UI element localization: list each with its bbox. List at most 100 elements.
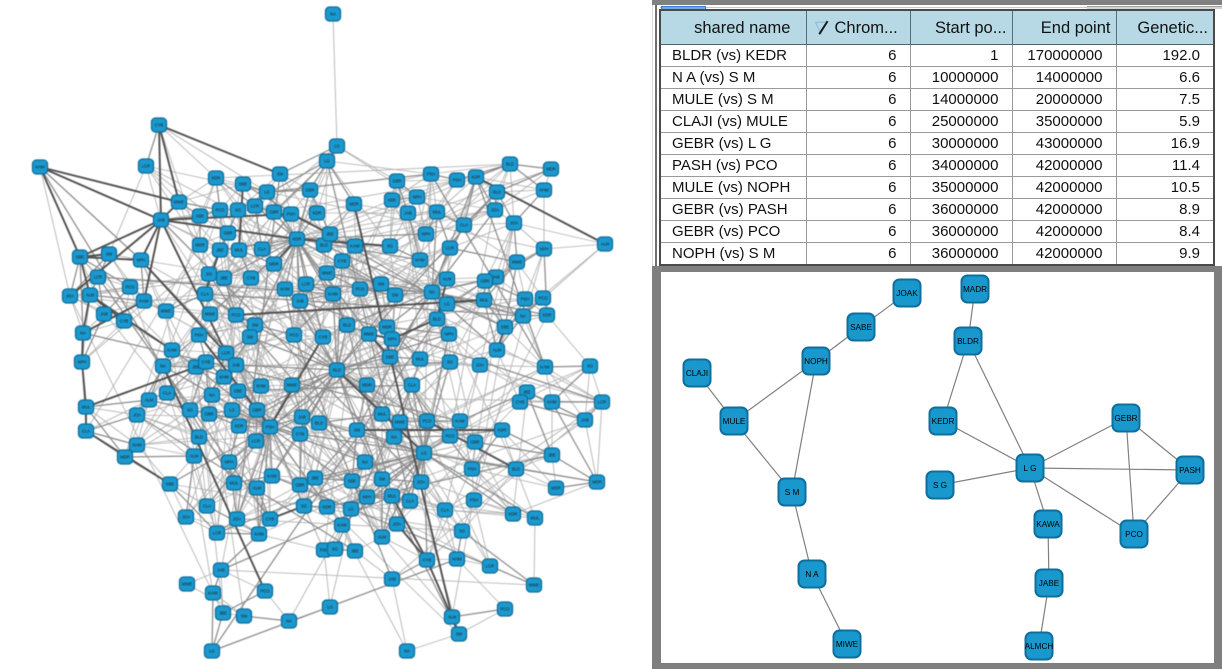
- svg-text:MWE: MWE: [174, 200, 184, 205]
- svg-text:BLD: BLD: [343, 323, 351, 328]
- svg-text:JOA: JOA: [393, 522, 401, 527]
- svg-text:KAW: KAW: [350, 244, 359, 249]
- svg-text:SBE: SBE: [239, 182, 248, 187]
- svg-text:LG: LG: [264, 190, 270, 195]
- svg-text:JAB: JAB: [404, 211, 412, 216]
- svg-text:GBR: GBR: [392, 179, 401, 184]
- svg-text:CLA: CLA: [201, 292, 209, 297]
- svg-text:MDR: MDR: [269, 262, 279, 267]
- svg-text:SBE: SBE: [501, 325, 510, 330]
- svg-text:JAB: JAB: [492, 275, 500, 280]
- svg-text:JBE: JBE: [216, 248, 224, 253]
- svg-text:JAB: JAB: [217, 568, 225, 573]
- svg-text:PSH: PSH: [427, 172, 436, 177]
- svg-text:ALM: ALM: [86, 293, 95, 298]
- svg-text:LG: LG: [421, 451, 427, 456]
- svg-text:PSH: PSH: [266, 425, 275, 430]
- svg-text:JOA: JOA: [510, 221, 518, 226]
- svg-text:NA: NA: [362, 460, 368, 465]
- svg-text:GBR: GBR: [305, 188, 314, 193]
- svg-text:PCO: PCO: [500, 607, 510, 612]
- svg-text:JBE: JBE: [192, 365, 200, 370]
- svg-text:CLA: CLA: [406, 499, 414, 504]
- svg-text:CLA: CLA: [441, 508, 449, 513]
- svg-text:CLA: CLA: [258, 247, 266, 252]
- svg-text:LCR: LCR: [446, 246, 454, 251]
- svg-text:JOA: JOA: [417, 480, 425, 485]
- svg-text:ALM: ALM: [378, 535, 387, 540]
- svg-text:JOA: JOA: [66, 294, 74, 299]
- svg-text:CYB: CYB: [247, 276, 256, 281]
- svg-text:MUL: MUL: [230, 481, 240, 486]
- svg-text:KHM: KHM: [415, 258, 425, 263]
- svg-text:SG: SG: [587, 364, 593, 369]
- svg-text:LG: LG: [334, 144, 340, 149]
- svg-text:SBE: SBE: [76, 255, 85, 260]
- svg-text:ALM: ALM: [190, 454, 199, 459]
- svg-text:KAW: KAW: [139, 299, 148, 304]
- svg-text:S G: S G: [933, 481, 947, 490]
- svg-text:BLD: BLD: [333, 368, 341, 373]
- svg-text:SBE: SBE: [388, 198, 397, 203]
- svg-text:N A: N A: [805, 570, 819, 579]
- svg-text:KDR: KDR: [313, 211, 322, 216]
- svg-text:SM: SM: [241, 614, 248, 619]
- svg-text:SM: SM: [456, 632, 463, 637]
- svg-text:PCO: PCO: [445, 434, 455, 439]
- svg-text:KAW: KAW: [328, 292, 337, 297]
- svg-text:LCR: LCR: [142, 164, 150, 169]
- svg-text:SG: SG: [206, 272, 212, 277]
- svg-text:NA: NA: [209, 393, 215, 398]
- svg-text:SG: SG: [235, 208, 241, 213]
- svg-text:PSH: PSH: [521, 297, 530, 302]
- svg-text:SG: SG: [387, 244, 393, 249]
- svg-text:JBE: JBE: [326, 232, 334, 237]
- svg-text:KHM: KHM: [132, 443, 142, 448]
- svg-text:PCO: PCO: [125, 285, 135, 290]
- svg-text:MUL: MUL: [378, 412, 388, 417]
- svg-text:NPH: NPH: [78, 360, 87, 365]
- svg-text:KAW: KAW: [267, 474, 276, 479]
- svg-text:LG: LG: [444, 302, 450, 307]
- svg-text:JOA: JOA: [476, 363, 484, 368]
- svg-text:MUL: MUL: [82, 405, 92, 410]
- svg-text:JOA: JOA: [182, 515, 190, 520]
- svg-text:MWE: MWE: [529, 583, 539, 588]
- svg-text:PSH: PSH: [287, 212, 296, 217]
- svg-text:MUL: MUL: [531, 516, 541, 521]
- svg-text:GBR: GBR: [470, 440, 479, 445]
- svg-text:PSH: PSH: [195, 333, 204, 338]
- svg-text:SM: SM: [379, 477, 386, 482]
- svg-text:LG: LG: [209, 649, 215, 654]
- svg-text:PCO: PCO: [215, 208, 225, 213]
- svg-text:LCR: LCR: [94, 275, 102, 280]
- svg-text:BLD: BLD: [433, 317, 441, 322]
- svg-text:KDR: KDR: [293, 237, 302, 242]
- svg-text:SM: SM: [106, 252, 113, 257]
- svg-text:NA: NA: [286, 619, 292, 624]
- svg-text:NA: NA: [391, 435, 397, 440]
- svg-text:CYB: CYB: [296, 432, 305, 437]
- svg-text:CYB: CYB: [516, 400, 525, 405]
- svg-text:MULE: MULE: [723, 417, 746, 426]
- svg-text:MUL: MUL: [388, 494, 398, 499]
- svg-text:SM: SM: [252, 323, 259, 328]
- svg-text:LG: LG: [327, 605, 333, 610]
- svg-text:JBE: JBE: [219, 611, 227, 616]
- svg-text:KAWA: KAWA: [1036, 520, 1060, 529]
- svg-text:NA: NA: [429, 290, 435, 295]
- svg-text:LCR: LCR: [222, 351, 230, 356]
- svg-text:MDR: MDR: [195, 243, 205, 248]
- svg-text:LCR: LCR: [213, 531, 221, 536]
- svg-text:MWE: MWE: [322, 271, 332, 276]
- svg-text:KDR: KDR: [509, 512, 518, 517]
- svg-text:PSH: PSH: [453, 178, 462, 183]
- svg-text:NPH: NPH: [225, 460, 234, 465]
- svg-text:JBE: JBE: [523, 390, 531, 395]
- svg-text:SBE: SBE: [386, 355, 395, 360]
- svg-text:NPH: NPH: [363, 495, 372, 500]
- svg-text:NOPH: NOPH: [804, 357, 828, 366]
- svg-text:KHM: KHM: [254, 532, 264, 537]
- svg-text:MWE: MWE: [205, 312, 215, 317]
- svg-text:CLA: CLA: [203, 504, 211, 509]
